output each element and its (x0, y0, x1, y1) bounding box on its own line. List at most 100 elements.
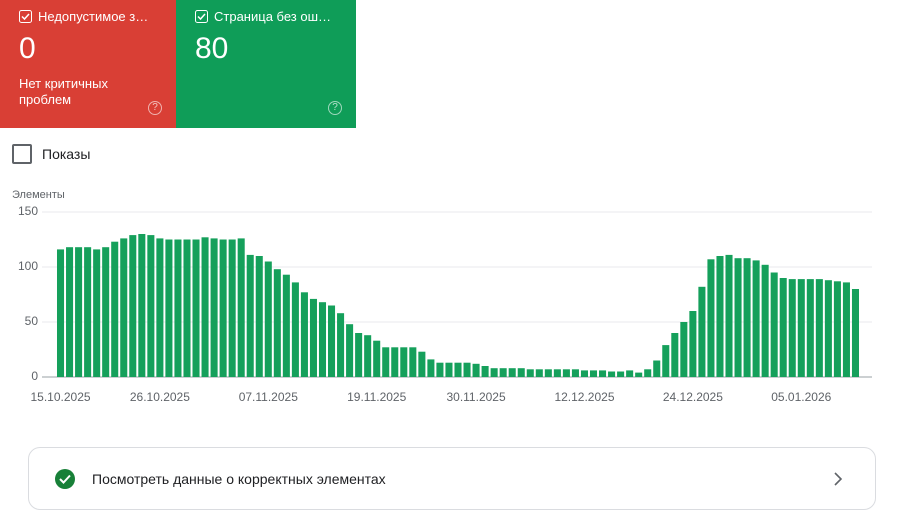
card-value: 0 (19, 32, 36, 65)
bar (553, 369, 561, 377)
bar (562, 369, 570, 377)
bar (174, 239, 182, 377)
bar (589, 370, 598, 377)
bar (282, 274, 290, 377)
bar (328, 305, 336, 377)
bar (273, 269, 281, 377)
bar (138, 234, 146, 377)
bar (210, 238, 218, 377)
checkbox (195, 10, 208, 23)
x-tick-label: 12.12.2025 (554, 390, 614, 404)
bar (833, 281, 841, 377)
bar (120, 238, 128, 377)
bar (84, 247, 92, 377)
card-label: Недопустимое з… (38, 9, 149, 24)
bar (599, 370, 607, 377)
bar (851, 289, 860, 377)
bar (526, 369, 534, 377)
bar (472, 363, 480, 377)
bar (842, 282, 850, 377)
bar (508, 368, 516, 377)
link-label: Посмотреть данные о корректных элементах (92, 470, 386, 487)
bar (743, 258, 751, 377)
bar (75, 247, 83, 377)
bar (644, 369, 652, 377)
bar (806, 279, 814, 377)
bar (346, 324, 354, 377)
help-icon[interactable]: ? (148, 101, 162, 115)
bar (797, 279, 805, 377)
bar (102, 247, 110, 377)
bar (309, 298, 317, 377)
x-tick-label: 19.11.2025 (347, 390, 406, 404)
checkbox[interactable] (12, 144, 32, 164)
bar (680, 322, 688, 377)
bar (689, 311, 697, 377)
bar (761, 264, 769, 377)
bar (707, 259, 715, 377)
bar (571, 369, 579, 377)
checkbox-label: Показы (42, 146, 91, 162)
bar (490, 368, 498, 377)
x-tick-label: 05.01.2026 (771, 390, 831, 404)
chevron (834, 471, 843, 486)
bar (337, 313, 345, 377)
bar (580, 370, 588, 377)
card-invalid[interactable]: Недопустимое з… 0 Нет критичных проблем … (0, 0, 176, 128)
bar (535, 369, 543, 377)
bar (364, 335, 372, 377)
bar (373, 340, 381, 377)
y-tick-label: 0 (31, 369, 38, 383)
y-tick-label: 150 (18, 204, 38, 218)
y-axis-label: Элементы (12, 189, 65, 201)
check-icon (55, 468, 75, 489)
chart: Элементы 0 50 100 150 15.10.2025 26.10.2025 07… (12, 189, 872, 404)
bar (246, 254, 254, 377)
bar (445, 362, 453, 377)
card-label: Страница без ош… (214, 9, 332, 24)
bar (725, 254, 733, 377)
bar (192, 239, 200, 377)
bar (147, 235, 155, 377)
bar (653, 360, 661, 377)
bar (219, 239, 227, 377)
bar (129, 235, 137, 377)
bar (111, 241, 119, 377)
bar (264, 261, 272, 377)
bar (824, 280, 832, 377)
bar (183, 239, 191, 377)
bar (752, 260, 760, 377)
valid-items-link[interactable]: Посмотреть данные о корректных элементах (28, 447, 876, 510)
bar (56, 249, 65, 377)
impressions-toggle[interactable]: Показы (12, 144, 90, 164)
bar (201, 237, 209, 377)
y-tick-label: 100 (18, 259, 38, 273)
bar (391, 347, 399, 377)
bar (318, 302, 327, 377)
bar (544, 369, 552, 377)
bar (93, 249, 101, 377)
bar (156, 238, 164, 377)
bar (418, 351, 426, 377)
x-tick-label: 07.11.2025 (239, 390, 298, 404)
bar (617, 371, 625, 377)
bar (427, 359, 435, 377)
card-valid[interactable]: Страница без ош… 80 ? (176, 0, 356, 128)
bar (734, 258, 742, 377)
bar (517, 368, 525, 377)
bar (698, 286, 706, 377)
bar (770, 272, 778, 377)
bar (355, 333, 363, 377)
bar (409, 347, 417, 377)
bar (635, 372, 643, 377)
checkbox (19, 10, 32, 23)
bar (815, 279, 823, 377)
bar (499, 368, 507, 377)
bar (165, 239, 173, 377)
bar (481, 366, 489, 377)
help-icon[interactable]: ? (328, 101, 342, 115)
y-tick-label: 50 (25, 314, 39, 328)
bar (237, 238, 245, 377)
bar (255, 256, 263, 377)
